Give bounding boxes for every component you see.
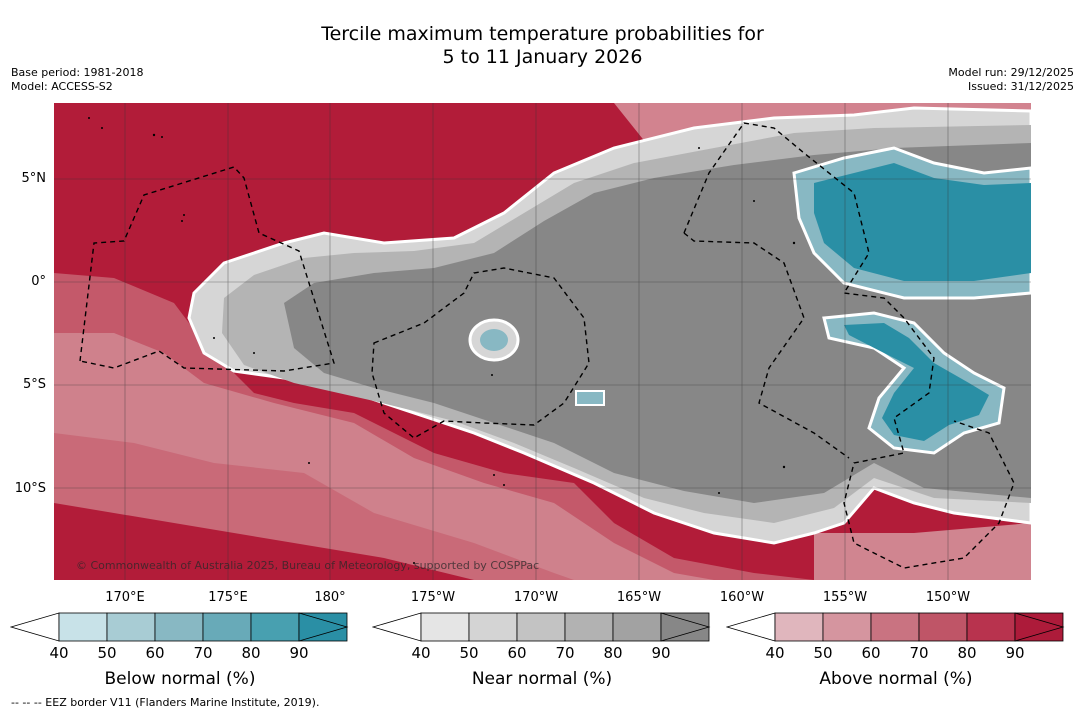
model-name: Model: ACCESS-S2 xyxy=(11,80,113,93)
colorbar-below-extend-left xyxy=(10,612,60,642)
below-tick: 70 xyxy=(193,644,213,662)
colorbar-above-title: Above normal (%) xyxy=(819,669,973,689)
near-tick: 70 xyxy=(555,644,575,662)
lat-label-5s: 5°S xyxy=(22,377,46,392)
lon-label-170w: 170°W xyxy=(513,590,559,605)
colorbar-segment xyxy=(918,612,968,642)
colorbar-segment xyxy=(516,612,566,642)
colorbar-below-extend-right xyxy=(298,612,349,642)
near-tick: 90 xyxy=(651,644,671,662)
colorbar-segment xyxy=(468,612,518,642)
colorbar-above-normal xyxy=(726,612,1065,642)
below-tick: 90 xyxy=(289,644,309,662)
below-normal-east-inner xyxy=(844,323,989,441)
lat-label-0: 0° xyxy=(31,274,46,289)
map-title-line1: Tercile maximum temperature probabilitie… xyxy=(321,23,764,45)
below-tick: 50 xyxy=(97,644,117,662)
above-tick: 90 xyxy=(1005,644,1025,662)
eez-border-east-inner xyxy=(683,232,850,459)
near-tick: 80 xyxy=(603,644,623,662)
map-title-line2: 5 to 11 January 2026 xyxy=(442,46,643,68)
colorbar-segment xyxy=(106,612,156,642)
colorbar-above-extend-left xyxy=(726,612,776,642)
above-normal-dark-south xyxy=(54,503,474,580)
colorbar-segment xyxy=(250,612,300,642)
islands xyxy=(88,117,796,564)
colorbar-near-normal xyxy=(372,612,711,642)
gridlines xyxy=(54,103,1031,580)
colorbar-below-title: Below normal (%) xyxy=(104,669,256,689)
base-period: Base period: 1981-2018 xyxy=(11,66,144,79)
near-tick: 40 xyxy=(411,644,431,662)
above-normal-south-east xyxy=(814,523,1031,580)
lon-label-150w: 150°W xyxy=(925,590,971,605)
near-tick: 60 xyxy=(507,644,527,662)
lat-label-10s: 10°S xyxy=(14,481,46,496)
copyright-notice: © Commonwealth of Australia 2025, Bureau… xyxy=(76,559,540,572)
eez-border-west xyxy=(79,166,335,372)
issued-date: Issued: 31/12/2025 xyxy=(967,80,1074,93)
above-tick: 70 xyxy=(909,644,929,662)
above-tick: 40 xyxy=(765,644,785,662)
below-tick: 80 xyxy=(241,644,261,662)
lon-label-160w: 160°W xyxy=(719,590,765,605)
colorbar-near-extend-left xyxy=(372,612,422,642)
colorbar-segment xyxy=(202,612,252,642)
colorbar-near-title: Near normal (%) xyxy=(471,669,613,689)
colorbar-segment xyxy=(58,612,108,642)
below-normal-center-core xyxy=(480,329,508,351)
eez-borders xyxy=(79,122,1015,569)
above-tick: 50 xyxy=(813,644,833,662)
lon-label-155w: 155°W xyxy=(822,590,868,605)
eez-footnote: -- -- -- EEZ border V11 (Flanders Marine… xyxy=(11,696,320,709)
below-normal-small-patch xyxy=(575,390,605,406)
colorbar-segment xyxy=(154,612,204,642)
below-tick: 40 xyxy=(49,644,69,662)
lat-label-5n: 5°N xyxy=(21,171,47,186)
lon-label-180: 180° xyxy=(314,590,346,605)
colorbar-segment xyxy=(564,612,614,642)
model-run: Model run: 29/12/2025 xyxy=(948,66,1074,79)
lon-label-175w: 175°W xyxy=(410,590,456,605)
above-tick: 80 xyxy=(957,644,977,662)
colorbar-segment xyxy=(420,612,470,642)
colorbar-segment xyxy=(966,612,1016,642)
lon-label-165w: 165°W xyxy=(616,590,662,605)
lon-label-175e: 175°E xyxy=(208,590,248,605)
colorbar-above-extend-right xyxy=(1014,612,1065,642)
eez-border-central xyxy=(371,267,590,439)
lon-label-170e: 170°E xyxy=(105,590,145,605)
colorbar-segment xyxy=(870,612,920,642)
colorbar-segment xyxy=(774,612,824,642)
above-tick: 60 xyxy=(861,644,881,662)
below-tick: 60 xyxy=(145,644,165,662)
colorbar-below-normal xyxy=(10,612,349,642)
colorbar-segment xyxy=(822,612,872,642)
probability-map xyxy=(54,103,1031,580)
near-tick: 50 xyxy=(459,644,479,662)
colorbar-segment xyxy=(612,612,662,642)
eez-border-north-east xyxy=(683,122,1015,569)
colorbar-near-extend-right xyxy=(660,612,711,642)
